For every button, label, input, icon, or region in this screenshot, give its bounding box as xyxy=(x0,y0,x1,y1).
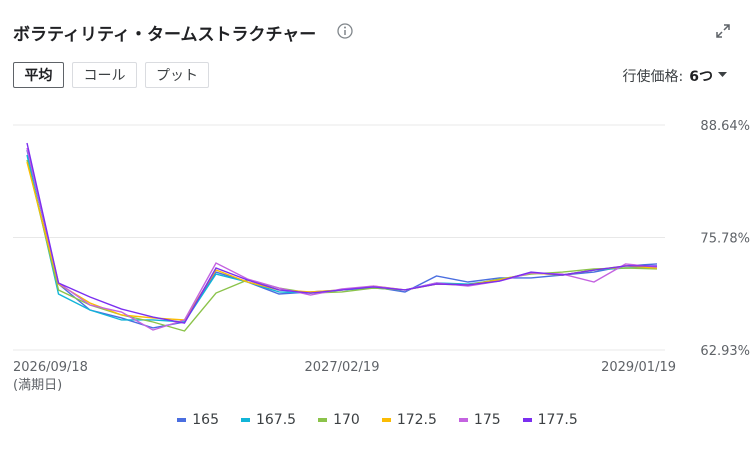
legend-item[interactable]: 170 xyxy=(318,412,360,428)
legend-label: 175 xyxy=(473,412,501,428)
title: ボラティリティ・タームストラクチャー xyxy=(13,25,317,45)
series-line xyxy=(26,159,658,332)
legend-item[interactable]: 167.5 xyxy=(240,412,297,428)
legend-swatch xyxy=(240,418,250,422)
x-sublabel: (満期日) xyxy=(13,378,62,393)
legend-label: 165 xyxy=(192,412,219,428)
y-tick-label: 75.78% xyxy=(700,232,750,247)
series-line xyxy=(26,154,658,323)
legend: 165 167.5 170 172.5 175 177.5 xyxy=(0,412,755,428)
y-tick-label: 62.93% xyxy=(700,344,750,359)
put-button[interactable]: プット xyxy=(145,62,209,88)
legend-swatch xyxy=(458,418,468,422)
dropdown-arrow[interactable] xyxy=(718,72,728,78)
legend-item[interactable]: 175 xyxy=(458,412,501,428)
legend-swatch xyxy=(381,418,391,422)
series-line xyxy=(26,161,658,321)
expand-icon[interactable] xyxy=(714,22,732,40)
x-tick-label: 2027/02/19 xyxy=(305,360,380,375)
strike-label: 行使価格: xyxy=(622,69,684,85)
strike-value: 6つ xyxy=(689,69,713,85)
series-line xyxy=(26,147,658,331)
x-tick-label: 2026/09/18 xyxy=(13,360,88,375)
legend-label: 172.5 xyxy=(396,412,437,428)
y-tick-label: 88.64% xyxy=(700,119,750,134)
legend-item[interactable]: 172.5 xyxy=(381,412,437,428)
series-line xyxy=(26,149,658,329)
average-button[interactable]: 平均 xyxy=(13,62,64,88)
legend-label: 177.5 xyxy=(537,412,578,428)
legend-item[interactable]: 165 xyxy=(177,412,219,428)
series-line xyxy=(26,142,657,324)
strike-selector[interactable]: 行使価格: 6つ xyxy=(623,66,713,86)
x-tick-label: 2029/01/19 xyxy=(601,360,676,375)
info-icon[interactable] xyxy=(336,22,354,40)
legend-swatch xyxy=(522,418,532,422)
chart: 62.93% 75.78% 88.64% 2026/09/18 2027/02/19 20… xyxy=(13,119,750,393)
legend-label: 170 xyxy=(333,412,360,428)
legend-label: 167.5 xyxy=(255,412,297,428)
legend-swatch xyxy=(177,418,187,422)
call-button[interactable]: コール xyxy=(72,62,137,88)
legend-item[interactable]: 177.5 xyxy=(522,412,578,428)
legend-swatch xyxy=(318,418,328,422)
